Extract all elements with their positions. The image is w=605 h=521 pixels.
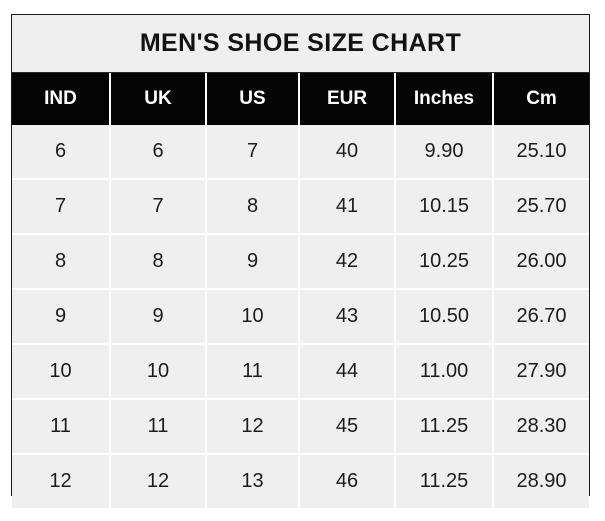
cell-eur: 46 bbox=[299, 454, 396, 508]
cell-cm: 25.70 bbox=[493, 179, 589, 235]
cell-eur: 40 bbox=[299, 125, 396, 180]
cell-us: 13 bbox=[206, 454, 300, 508]
cell-inches: 11.00 bbox=[395, 344, 494, 400]
cell-ind: 8 bbox=[12, 234, 111, 290]
cell-cm: 28.30 bbox=[493, 399, 589, 455]
cell-eur: 41 bbox=[299, 179, 396, 235]
cell-eur: 42 bbox=[299, 234, 396, 290]
table-row: 10 10 11 44 11.00 27.90 bbox=[12, 344, 589, 400]
page-title: MEN'S SHOE SIZE CHART bbox=[139, 29, 462, 57]
cell-inches: 10.15 bbox=[395, 179, 494, 235]
cell-us: 7 bbox=[206, 125, 300, 180]
column-header-uk: UK bbox=[110, 73, 207, 125]
cell-uk: 12 bbox=[110, 454, 207, 508]
table-row: 8 8 9 42 10.25 26.00 bbox=[12, 234, 589, 290]
table-row: 6 6 7 40 9.90 25.10 bbox=[12, 125, 589, 180]
cell-cm: 27.90 bbox=[493, 344, 589, 400]
cell-ind: 11 bbox=[12, 399, 111, 455]
cell-us: 9 bbox=[206, 234, 300, 290]
cell-cm: 26.00 bbox=[493, 234, 589, 290]
cell-uk: 11 bbox=[110, 399, 207, 455]
chart-title-band: MEN'S SHOE SIZE CHART bbox=[12, 15, 589, 73]
cell-cm: 28.90 bbox=[493, 454, 589, 508]
table-row: 11 11 12 45 11.25 28.30 bbox=[12, 399, 589, 455]
cell-us: 11 bbox=[206, 344, 300, 400]
cell-inches: 11.25 bbox=[395, 399, 494, 455]
table-row: 12 12 13 46 11.25 28.90 bbox=[12, 454, 589, 508]
table-row: 7 7 8 41 10.15 25.70 bbox=[12, 179, 589, 235]
cell-ind: 12 bbox=[12, 454, 111, 508]
cell-eur: 45 bbox=[299, 399, 396, 455]
column-header-us: US bbox=[206, 73, 300, 125]
cell-uk: 6 bbox=[110, 125, 207, 180]
cell-inches: 9.90 bbox=[395, 125, 494, 180]
cell-us: 10 bbox=[206, 289, 300, 345]
cell-cm: 26.70 bbox=[493, 289, 589, 345]
column-header-eur: EUR bbox=[299, 73, 396, 125]
cell-uk: 9 bbox=[110, 289, 207, 345]
cell-uk: 10 bbox=[110, 344, 207, 400]
cell-ind: 6 bbox=[12, 125, 111, 180]
shoe-size-table: IND UK US EUR Inches Cm 6 6 7 40 9.90 25… bbox=[12, 73, 589, 508]
cell-ind: 7 bbox=[12, 179, 111, 235]
column-header-ind: IND bbox=[12, 73, 111, 125]
cell-uk: 7 bbox=[110, 179, 207, 235]
cell-inches: 10.25 bbox=[395, 234, 494, 290]
table-header: IND UK US EUR Inches Cm bbox=[12, 73, 589, 125]
cell-cm: 25.10 bbox=[493, 125, 589, 180]
column-header-cm: Cm bbox=[493, 73, 589, 125]
cell-inches: 11.25 bbox=[395, 454, 494, 508]
cell-us: 8 bbox=[206, 179, 300, 235]
table-header-row: IND UK US EUR Inches Cm bbox=[12, 73, 589, 125]
cell-eur: 43 bbox=[299, 289, 396, 345]
size-chart-panel: MEN'S SHOE SIZE CHART IND UK US EUR Inch… bbox=[11, 14, 590, 508]
table-body: 6 6 7 40 9.90 25.10 7 7 8 41 10.15 25.70… bbox=[12, 125, 589, 508]
cell-uk: 8 bbox=[110, 234, 207, 290]
cell-ind: 10 bbox=[12, 344, 111, 400]
cell-eur: 44 bbox=[299, 344, 396, 400]
cell-inches: 10.50 bbox=[395, 289, 494, 345]
column-header-inches: Inches bbox=[395, 73, 494, 125]
cell-ind: 9 bbox=[12, 289, 111, 345]
table-row: 9 9 10 43 10.50 26.70 bbox=[12, 289, 589, 345]
cell-us: 12 bbox=[206, 399, 300, 455]
